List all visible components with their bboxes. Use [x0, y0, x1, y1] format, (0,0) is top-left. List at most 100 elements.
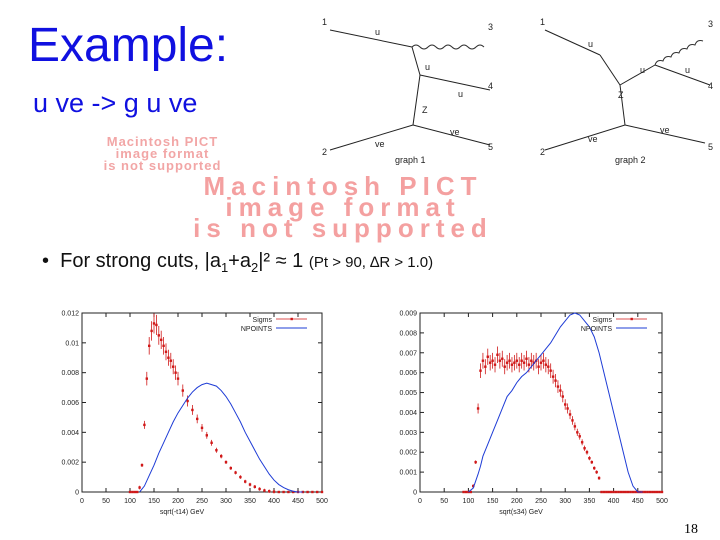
- series-point: [631, 490, 635, 494]
- series-point: [588, 456, 591, 460]
- series-point: [653, 490, 656, 494]
- series-point: [157, 334, 160, 337]
- series-point: [593, 466, 596, 470]
- series-point: [600, 490, 603, 494]
- series-point: [609, 490, 613, 494]
- series-point: [248, 483, 252, 486]
- series-point: [320, 490, 324, 494]
- series-point: [549, 369, 552, 372]
- series-point: [515, 359, 518, 362]
- series-point: [508, 359, 511, 362]
- series-point: [128, 490, 132, 494]
- series-point: [513, 361, 516, 364]
- graph2-label-u1: u: [588, 39, 593, 49]
- x-tick-label: 300: [559, 498, 571, 505]
- graph1-label-z: Z: [422, 105, 428, 115]
- series-point: [564, 403, 567, 406]
- x-tick-label: 200: [511, 498, 523, 505]
- bullet-text-after: |² ≈ 1: [258, 250, 304, 272]
- graph1-label-u1: u: [375, 27, 380, 37]
- series-point: [150, 329, 153, 333]
- pict-large-line-1: Macintosh PICT: [203, 171, 483, 201]
- y-tick-label: 0.007: [399, 350, 417, 357]
- series-point: [486, 355, 489, 358]
- pict-large-line-3: is not supported: [193, 213, 493, 243]
- series-point: [551, 375, 555, 378]
- series-point: [542, 359, 545, 362]
- y-tick-label: 0.012: [61, 311, 79, 318]
- series-point: [292, 490, 295, 494]
- series-point: [306, 490, 309, 494]
- series-point: [566, 407, 569, 410]
- series-point: [544, 363, 548, 366]
- series-point: [131, 490, 134, 494]
- series-point: [510, 363, 514, 366]
- series-point: [530, 359, 533, 362]
- y-tick-label: 0.009: [399, 311, 417, 318]
- graph2-label-ve2: ve: [660, 125, 670, 135]
- graph2-label-z: Z: [618, 90, 624, 100]
- graph2-label-ve1: ve: [588, 134, 598, 144]
- series-point: [576, 431, 579, 434]
- series-point: [547, 365, 550, 368]
- bullet-line: • For strong cuts, |a1+a2|² ≈ 1 (Pt > 90…: [42, 250, 433, 275]
- y-tick-label: 0.008: [399, 330, 417, 337]
- series-point: [140, 463, 144, 467]
- series-point: [155, 323, 158, 327]
- graph1-label-ve2: ve: [450, 127, 460, 137]
- series-point: [472, 484, 475, 488]
- series-point: [503, 365, 506, 368]
- series-point: [629, 490, 632, 494]
- x-tick-label: 300: [220, 498, 232, 505]
- x-tick-label: 250: [196, 498, 208, 505]
- series-point: [479, 369, 482, 372]
- bullet-sub-2: 2: [250, 260, 259, 275]
- graph1-vertex-4: 4: [488, 81, 493, 91]
- plot-frame: [419, 312, 663, 493]
- series-point: [554, 379, 557, 382]
- series-point: [580, 441, 584, 444]
- feynman-graph-1: [329, 29, 491, 151]
- series-point: [578, 435, 581, 438]
- legend-label-sigms: Sigms: [593, 317, 613, 324]
- graph2-vertex-1: 1: [540, 17, 545, 27]
- series-point: [568, 413, 572, 416]
- series-point: [559, 389, 562, 392]
- series-point: [484, 365, 487, 368]
- series-point: [263, 489, 266, 492]
- x-tick-label: 350: [584, 498, 596, 505]
- x-tick-label: 150: [487, 498, 499, 505]
- bullet-text-mid: +a: [228, 250, 251, 272]
- chart-left: 0 50 100 150 200 250 300 350 400 450 500 0 0.002 0.00…: [61, 311, 327, 517]
- series-point: [174, 371, 177, 374]
- page-number: 18: [684, 522, 698, 537]
- bullet-sub-1: 1: [220, 260, 229, 275]
- graph2-label-u2: u: [640, 65, 645, 75]
- y-tick-label: 0.003: [399, 430, 417, 437]
- y-tick-label: 0.001: [399, 470, 417, 477]
- series-point: [537, 365, 540, 368]
- series-point: [496, 353, 499, 356]
- series-point: [648, 490, 652, 494]
- graph1-caption: graph 1: [395, 155, 426, 165]
- x-tick-label: 50: [440, 498, 448, 505]
- bullet-cuts: (Pt > 90, ∆R > 1.0): [308, 254, 434, 271]
- series-point: [646, 490, 649, 494]
- graph1-label-u3: u: [458, 89, 463, 99]
- feynman-graph-2: [544, 29, 711, 151]
- series-point: [272, 490, 276, 493]
- series-point: [287, 490, 290, 494]
- y-tick-label: 0.004: [61, 430, 79, 437]
- y-tick-label: 0.01: [65, 340, 79, 347]
- series-point: [172, 365, 175, 368]
- y-tick-label: 0.004: [399, 410, 417, 417]
- series-point: [474, 460, 477, 464]
- series-point: [498, 359, 502, 362]
- series-point: [176, 377, 180, 380]
- graph2-caption: graph 2: [615, 155, 646, 165]
- series-point: [617, 490, 620, 494]
- series-point: [539, 361, 543, 364]
- series-point: [210, 441, 213, 444]
- series-point: [196, 417, 199, 421]
- series-point: [595, 470, 598, 474]
